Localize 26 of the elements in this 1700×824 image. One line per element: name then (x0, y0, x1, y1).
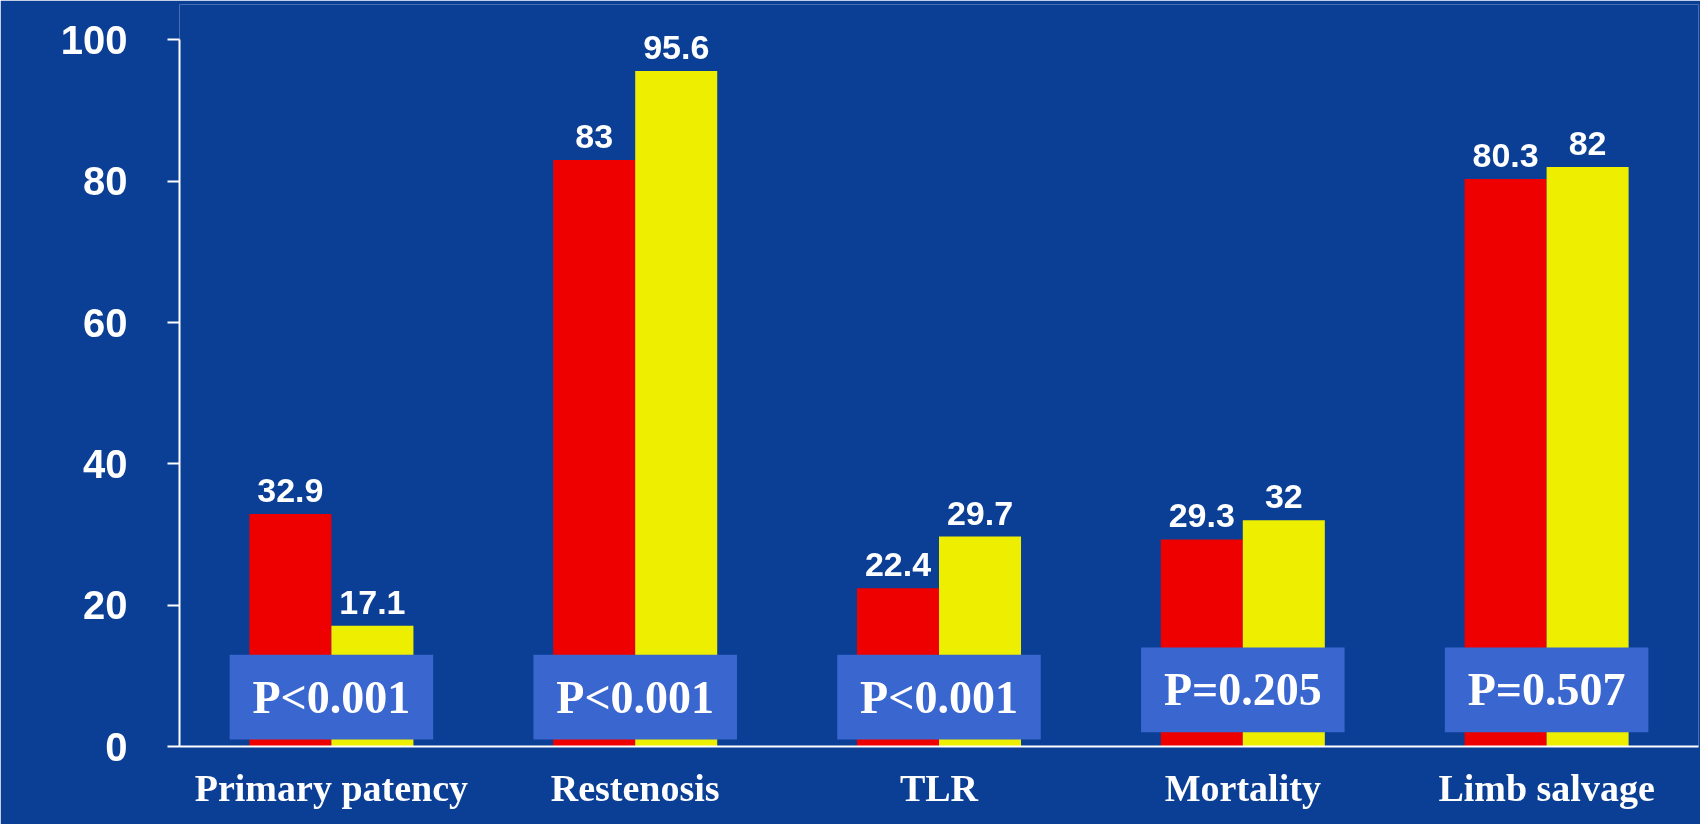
x-tick-label: Limb salvage (1438, 766, 1655, 809)
data-label: 83 (575, 116, 614, 155)
x-tick-label: TLR (899, 766, 979, 809)
data-label: 32.9 (257, 471, 324, 510)
y-tick-label: 40 (83, 441, 128, 486)
data-label: 22.4 (864, 545, 932, 584)
y-tick-label: 60 (83, 300, 128, 345)
y-tick-label: 100 (60, 17, 128, 62)
data-label: 80.3 (1472, 136, 1539, 175)
x-tick-label: Mortality (1164, 766, 1321, 809)
data-label: 29.7 (946, 493, 1014, 532)
data-label: 32 (1264, 477, 1303, 516)
y-tick-label: 20 (83, 583, 128, 628)
data-label: 82 (1568, 124, 1607, 163)
x-tick-label: Restenosis (550, 766, 720, 809)
y-tick-label: 0 (105, 724, 128, 769)
annotation: P=0.507 (1467, 664, 1626, 716)
annotation: P<0.001 (860, 671, 1018, 723)
data-label: 17.1 (339, 582, 406, 621)
data-label: 95.6 (643, 27, 710, 66)
annotation: P<0.001 (556, 671, 715, 723)
annotation: P<0.001 (252, 671, 411, 723)
x-tick-label: Primary patency (194, 766, 469, 809)
y-tick-label: 80 (83, 159, 128, 204)
data-label: 29.3 (1168, 496, 1235, 535)
annotation: P=0.205 (1163, 664, 1322, 716)
